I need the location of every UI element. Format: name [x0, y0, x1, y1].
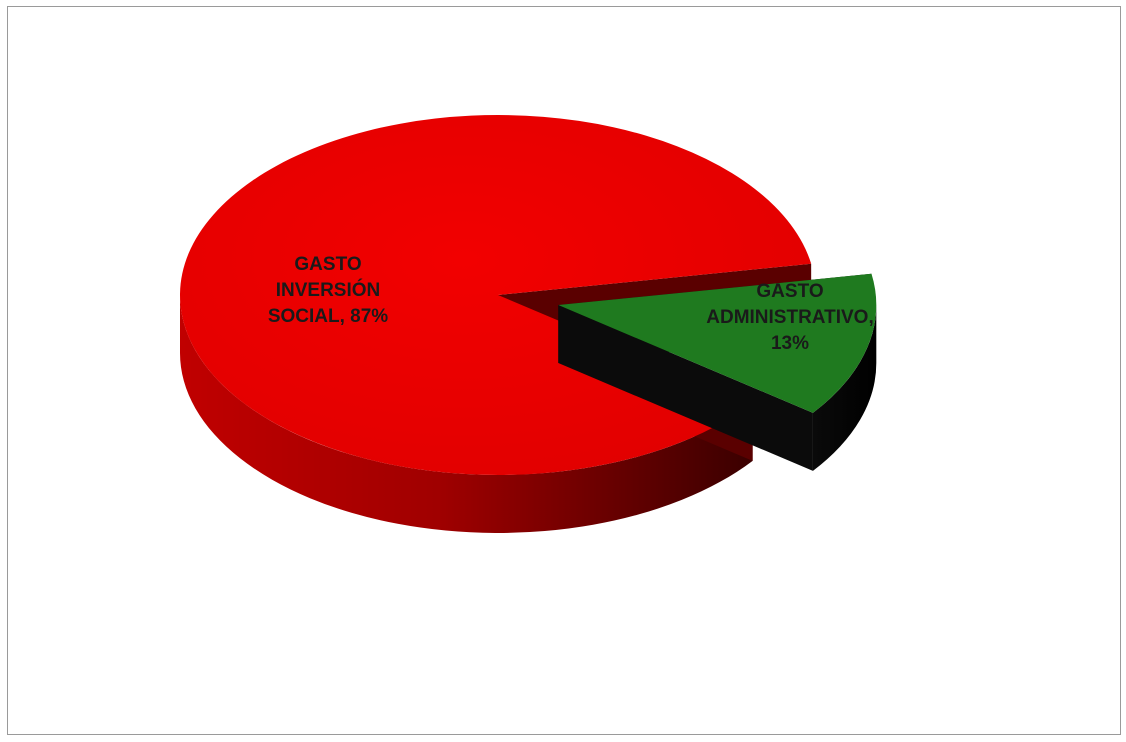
slice-label-line: SOCIAL, 87% [268, 306, 388, 327]
slice-label-line: GASTO [756, 281, 823, 302]
slice-label-1: GASTO ADMINISTRATIVO, 13% [706, 281, 873, 354]
pie-slice-side [180, 295, 753, 533]
slice-label-line: 13% [771, 333, 809, 354]
pie-slice-cut-face [558, 305, 813, 471]
pie-slice-top [558, 273, 877, 413]
slice-label-line: INVERSIÓN [276, 279, 381, 301]
pie-slice-1 [558, 273, 877, 471]
slice-label-line: GASTO [294, 254, 361, 275]
slice-label-line: ADMINISTRATIVO, [706, 307, 873, 328]
pie-slice-side [812, 305, 877, 471]
slice-label-0: GASTO INVERSIÓN SOCIAL, 87% [268, 254, 388, 327]
